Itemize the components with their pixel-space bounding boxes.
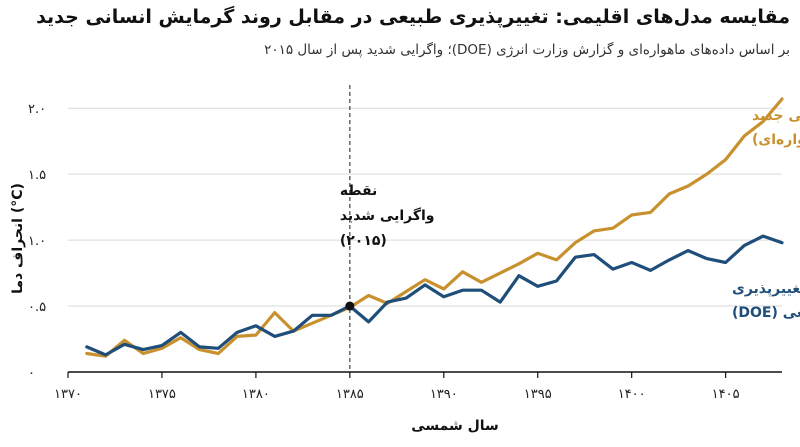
x-axis-label: سال شمسی <box>411 418 499 434</box>
natural-variability-label: مدل تغییرپذیری <box>732 281 800 297</box>
chart-subtitle: بر اساس داده‌های ماهواره‌ای و گزارش وزار… <box>264 42 790 58</box>
human-trend-label: روند گرمایش انسانی جدید <box>752 107 800 124</box>
x-tick-label: ۱۳۷۵ <box>148 387 176 402</box>
annotations: نقطه واگرایی شدید (۲۰۱۵) روند گرمایش انسانی… <box>340 85 800 372</box>
human-trend-label: (ماهواره‌ای) <box>752 132 800 148</box>
series-line-human-trend <box>85 97 784 358</box>
x-tick-label: ۱۳۹۰ <box>430 387 458 402</box>
x-tick-label: ۱۳۸۰ <box>242 387 270 402</box>
divergence-annotation: (۲۰۱۵) <box>340 233 387 249</box>
divergence-point <box>345 301 355 311</box>
grid-lines <box>68 107 782 307</box>
y-tick-label: ۱.۰ <box>28 234 46 249</box>
series-line-natural <box>85 234 784 357</box>
x-tick-label: ۱۳۸۵ <box>336 387 364 402</box>
y-axis-label: انحراف دما (°C) <box>10 183 26 294</box>
natural-variability-label: طبیعی طبیعی (DOE) <box>732 305 800 321</box>
divergence-annotation: نقطه <box>340 183 377 199</box>
x-tick-label: ۱۴۰۵ <box>712 387 740 402</box>
y-tick-label: ۱.۵ <box>28 168 46 183</box>
divergence-annotation: واگرایی شدید <box>340 207 435 224</box>
axes: ۰ ۰.۵ ۱.۰ ۱.۵ ۲.۰ ۱۳۷۰ ۱۳۷۵ ۱۳۸۰ ۱۳۸۵ ۱۳۹۰ ۱۳۹۵ ۱۴۰… <box>10 102 782 434</box>
x-tick-label: ۱۳۷۰ <box>54 387 82 402</box>
series-lines <box>85 97 784 358</box>
y-tick-label: ۲.۰ <box>28 102 46 117</box>
chart-title: مقایسه مدل‌های اقلیمی: تغییرپذیری طبیعی … <box>36 6 790 28</box>
y-tick-label: ۰.۵ <box>28 300 46 315</box>
x-tick-label: ۱۳۹۵ <box>524 387 552 402</box>
y-tick-label: ۰ <box>28 366 35 381</box>
x-tick-label: ۱۴۰۰ <box>618 387 646 402</box>
